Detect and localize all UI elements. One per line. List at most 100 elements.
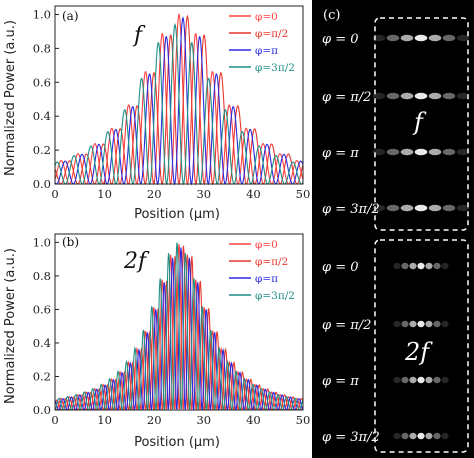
- fringe-spot: [372, 148, 386, 156]
- x-tick-label: 20: [147, 187, 162, 201]
- chart-b-legend: φ=0 φ=π/2 φ=π φ=3π/2: [229, 239, 295, 302]
- fringe-spot: [372, 204, 386, 212]
- phase-label: φ = π: [322, 374, 359, 389]
- legend-label: φ=3π/2: [255, 290, 295, 302]
- legend-label: φ=0: [255, 239, 278, 251]
- fringe-spot: [441, 320, 449, 328]
- fringe-spot: [393, 262, 401, 270]
- fringe-spot: [414, 34, 428, 42]
- fringe-spot: [414, 92, 428, 100]
- fringe-spot: [409, 432, 417, 440]
- x-tick-label: 30: [196, 413, 211, 427]
- fringe-spot: [456, 204, 470, 212]
- fringe-spot: [393, 432, 401, 440]
- x-tick-label: 40: [246, 413, 261, 427]
- chart-a: Normalized Power (a.u.) 0.0 0.2 0.4 0.6 0.8 1…: [3, 5, 311, 222]
- fringe-spot: [372, 92, 386, 100]
- legend-label: φ=π: [255, 273, 278, 285]
- phase-label: φ = π/2: [322, 90, 371, 105]
- fringe-spot: [456, 148, 470, 156]
- fringe-spot: [442, 34, 456, 42]
- series-line-3: [54, 23, 304, 186]
- x-tick-label: 10: [97, 413, 112, 427]
- fringe-spot: [400, 148, 414, 156]
- group-2f-label: 2f: [404, 338, 433, 366]
- fringe-spot: [386, 34, 400, 42]
- chart-a-frame: [54, 5, 304, 185]
- fringe-spot: [425, 320, 433, 328]
- x-tick-label: 0: [51, 413, 58, 427]
- fringe-spot: [433, 432, 441, 440]
- fringe-spot: [456, 34, 470, 42]
- chart-a-yticks: 0.0 0.2 0.4 0.6 0.8 1.0: [33, 7, 59, 191]
- fringe-spot: [417, 320, 425, 328]
- x-tick-label: 40: [246, 187, 261, 201]
- fringe-spot: [428, 204, 442, 212]
- fringe-spot: [401, 432, 409, 440]
- x-tick-label: 20: [147, 413, 162, 427]
- fringe-spot: [400, 34, 414, 42]
- fringe-spot: [401, 262, 409, 270]
- chart-b-series: [54, 242, 304, 411]
- phase-label: φ = 3π/2: [322, 430, 380, 445]
- camera-panel: (c) f 2f φ = 0φ = π/2φ = πφ = 3π/2φ = 0φ…: [312, 0, 474, 458]
- chart-a-ylabel: Normalized Power (a.u.): [3, 20, 18, 176]
- legend-label: φ=3π/2: [255, 62, 295, 74]
- fringe-spot: [393, 376, 401, 384]
- group-f-box: [374, 17, 469, 231]
- fringe-spot: [428, 34, 442, 42]
- fringe-spot: [386, 92, 400, 100]
- y-tick-label: 0.0: [33, 177, 51, 191]
- fringe-spot: [441, 376, 449, 384]
- y-tick-label: 0.2: [33, 143, 51, 157]
- fringe-spot: [400, 204, 414, 212]
- series-line-1: [54, 245, 304, 411]
- y-tick-label: 0.6: [33, 75, 51, 89]
- legend-label: φ=π/2: [255, 256, 288, 268]
- phase-label: φ = 0: [322, 32, 359, 47]
- x-tick-label: 30: [196, 187, 211, 201]
- fringe-spot: [414, 148, 428, 156]
- fringe-spot: [425, 432, 433, 440]
- fringe-spot: [401, 320, 409, 328]
- y-tick-label: 1.0: [33, 235, 51, 249]
- legend-label: φ=0: [255, 11, 278, 23]
- chart-b-frame: [54, 233, 304, 411]
- y-tick-label: 1.0: [33, 7, 51, 21]
- fringe-spot: [409, 320, 417, 328]
- fringe-spot: [386, 148, 400, 156]
- fringe-spot: [414, 204, 428, 212]
- fringe-spot: [441, 262, 449, 270]
- fringe-spot: [386, 204, 400, 212]
- fringe-spot: [433, 262, 441, 270]
- camera-panel-label: (c): [323, 8, 340, 23]
- fringe-spot: [393, 320, 401, 328]
- y-tick-label: 0.8: [33, 41, 51, 55]
- fringe-spot: [433, 320, 441, 328]
- phase-label: φ = π: [322, 146, 359, 161]
- fringe-spot: [428, 92, 442, 100]
- chart-b-panel-label: (b): [62, 235, 79, 249]
- y-tick-label: 0.4: [33, 109, 51, 123]
- series-line-0: [54, 12, 304, 186]
- chart-b-ylabel: Normalized Power (a.u.): [3, 248, 18, 404]
- y-tick-label: 0.0: [33, 403, 51, 417]
- x-tick-label: 50: [296, 187, 311, 201]
- series-line-3: [54, 242, 304, 411]
- chart-a-panel-label: (a): [62, 9, 79, 23]
- fringe-spot: [442, 148, 456, 156]
- chart-b-xlabel: Position (μm): [134, 435, 220, 450]
- fringe-spot: [433, 376, 441, 384]
- phase-label: φ = 0: [322, 260, 359, 275]
- phase-label: φ = 3π/2: [322, 202, 380, 217]
- fringe-spot: [425, 262, 433, 270]
- phase-label: φ = π/2: [322, 318, 371, 333]
- x-tick-label: 10: [97, 187, 112, 201]
- y-tick-label: 0.2: [33, 369, 51, 383]
- fringe-spot: [417, 376, 425, 384]
- fringe-spot: [409, 376, 417, 384]
- chart-a-xlabel: Position (μm): [134, 207, 220, 222]
- camera-rows: φ = 0 φ = π/2 φ = π φ = 3π/2 φ = 0 φ = π/2 φ =…: [322, 32, 470, 445]
- fringe-spot: [428, 148, 442, 156]
- fringe-spot: [442, 92, 456, 100]
